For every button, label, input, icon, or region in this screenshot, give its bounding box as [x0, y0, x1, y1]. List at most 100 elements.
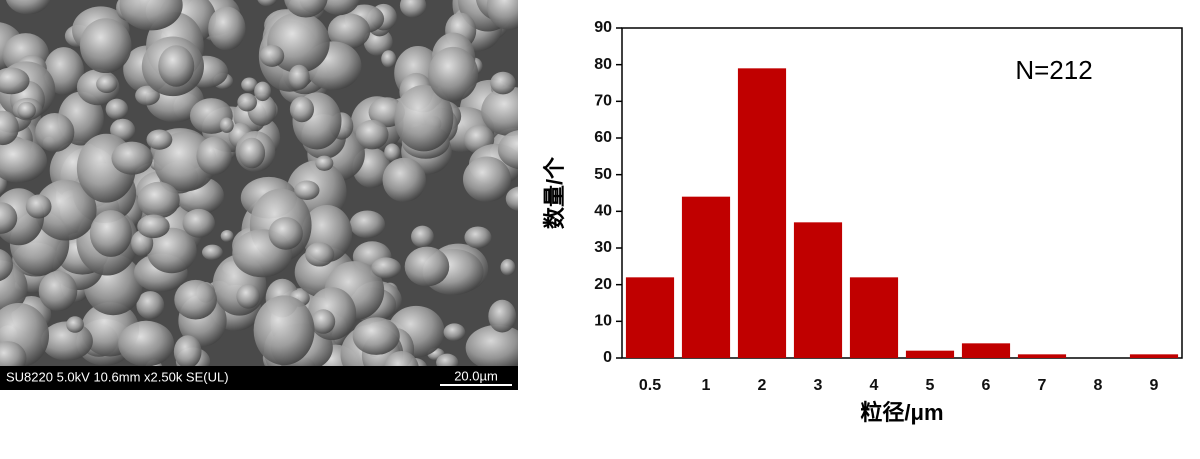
- x-tick-label: 3: [814, 377, 823, 394]
- particle: [219, 117, 234, 133]
- particle: [443, 323, 466, 342]
- plot-frame: [621, 27, 1183, 359]
- particle: [428, 46, 479, 102]
- sem-info: SU8220 5.0kV 10.6mm x2.50k SE(UL): [6, 369, 229, 384]
- particle: [497, 130, 518, 170]
- particle: [105, 98, 129, 120]
- particle: [259, 44, 285, 67]
- particle: [220, 229, 234, 242]
- particle: [118, 320, 175, 366]
- particle: [17, 101, 36, 120]
- particle: [0, 138, 47, 183]
- y-tick-label: 70: [594, 93, 612, 110]
- particle: [394, 85, 454, 152]
- bar: [1129, 354, 1179, 358]
- particle: [253, 295, 315, 366]
- particle: [486, 0, 518, 30]
- particle: [146, 227, 197, 274]
- bar: [1017, 354, 1067, 358]
- particle: [208, 6, 246, 51]
- particle: [196, 136, 232, 175]
- particle: [289, 96, 315, 123]
- particle: [311, 309, 336, 334]
- particle: [500, 259, 516, 276]
- particle: [257, 0, 277, 7]
- particle: [355, 119, 389, 150]
- bar: [905, 350, 955, 358]
- particle: [0, 248, 14, 282]
- particle: [399, 0, 427, 18]
- particle: [174, 279, 217, 320]
- sem-image: SU8220 5.0kV 10.6mm x2.50k SE(UL) 20.0µm: [0, 0, 518, 390]
- particle: [315, 155, 334, 171]
- particle: [384, 351, 419, 366]
- particle: [0, 67, 30, 95]
- annotation: N=212: [1015, 55, 1092, 85]
- particle: [202, 244, 223, 261]
- particle: [411, 225, 434, 248]
- particle: [381, 50, 397, 68]
- particle: [146, 129, 173, 150]
- sem-info-bar: [0, 366, 518, 390]
- x-tick-label: 4: [870, 377, 879, 394]
- particle: [404, 246, 450, 287]
- x-tick-label: 0.5: [639, 377, 661, 394]
- particle: [318, 0, 360, 16]
- particle: [505, 186, 518, 211]
- particle: [352, 317, 400, 355]
- particle: [238, 137, 266, 169]
- particle: [490, 71, 516, 95]
- particle: [34, 179, 97, 241]
- particle: [288, 64, 310, 90]
- bar: [737, 68, 787, 358]
- particle: [66, 316, 84, 333]
- particle: [182, 208, 215, 238]
- y-tick-label: 90: [594, 19, 612, 36]
- particle: [135, 85, 160, 106]
- chart: N=212 粒径/μm 数量/个 0 10 20 30 40 50 60 70 80 90 0.5 1…: [542, 19, 1183, 425]
- particle: [254, 81, 272, 102]
- x-tick-label: 2: [758, 377, 767, 394]
- particle: [464, 226, 492, 249]
- particle: [382, 157, 426, 203]
- particle: [241, 77, 258, 92]
- particle: [79, 18, 132, 74]
- particle: [294, 180, 320, 200]
- particle: [436, 353, 459, 366]
- particle: [363, 27, 393, 56]
- particle: [349, 210, 386, 239]
- particle: [38, 270, 78, 312]
- particle: [384, 143, 401, 162]
- particle: [119, 0, 183, 31]
- y-tick-label: 60: [594, 129, 612, 146]
- particle: [327, 13, 371, 49]
- particle: [488, 299, 517, 333]
- particle: [371, 257, 401, 279]
- particle: [89, 210, 132, 257]
- y-tick-label: 50: [594, 166, 612, 183]
- y-tick-label: 40: [594, 203, 612, 220]
- particle: [158, 45, 195, 87]
- x-tick-label: 1: [702, 377, 711, 394]
- particle: [96, 75, 118, 94]
- particle: [137, 214, 170, 239]
- particle: [173, 335, 202, 366]
- particle: [305, 242, 335, 267]
- bar: [793, 222, 843, 358]
- particle: [5, 0, 51, 15]
- particle: [284, 0, 328, 18]
- particle: [0, 341, 27, 366]
- particle: [462, 156, 511, 203]
- bar: [625, 277, 675, 358]
- x-tick-label: 9: [1150, 377, 1159, 394]
- sem-scale: 20.0µm: [454, 368, 498, 383]
- particle: [465, 324, 518, 366]
- x-tick-label: 8: [1094, 377, 1103, 394]
- y-tick-label: 20: [594, 276, 612, 293]
- particle: [136, 291, 165, 320]
- sem-particles: [0, 0, 518, 366]
- particle: [236, 284, 261, 309]
- particle: [0, 110, 19, 146]
- particle: [268, 217, 303, 250]
- bar: [961, 343, 1011, 358]
